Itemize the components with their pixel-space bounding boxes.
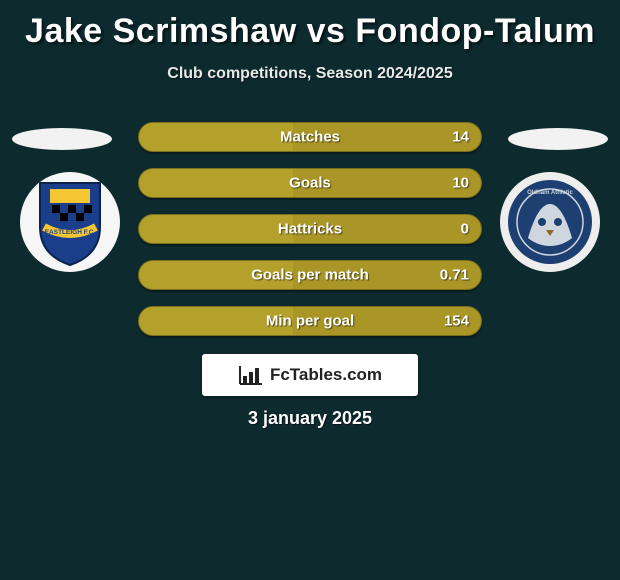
- stats-panel: Matches 14 Goals 10 Hattricks 0 Goals pe…: [138, 122, 482, 352]
- club-left-badge: EASTLEIGH F.C.: [20, 172, 120, 272]
- eastleigh-crest-icon: EASTLEIGH F.C.: [30, 177, 110, 267]
- stat-value: 0: [461, 221, 469, 238]
- oldham-crest-icon: Oldham Athletic: [506, 178, 594, 266]
- stat-fill: [139, 123, 293, 151]
- stat-row-goals-per-match: Goals per match 0.71: [138, 260, 482, 290]
- stat-value: 154: [444, 313, 469, 330]
- stat-label: Goals per match: [251, 267, 369, 284]
- stat-label: Min per goal: [266, 313, 354, 330]
- stat-label: Goals: [289, 175, 331, 192]
- player2-shadow-ellipse: [508, 128, 608, 150]
- stat-row-min-per-goal: Min per goal 154: [138, 306, 482, 336]
- subtitle: Club competitions, Season 2024/2025: [0, 65, 620, 83]
- player1-shadow-ellipse: [12, 128, 112, 150]
- stat-row-goals: Goals 10: [138, 168, 482, 198]
- stat-value: 14: [452, 129, 469, 146]
- stat-fill: [139, 169, 293, 197]
- brand-text: FcTables.com: [270, 365, 382, 385]
- stat-value: 10: [452, 175, 469, 192]
- stat-value: 0.71: [440, 267, 469, 284]
- stat-label: Hattricks: [278, 221, 342, 238]
- bar-chart-icon: [238, 364, 264, 386]
- svg-text:Oldham Athletic: Oldham Athletic: [527, 190, 573, 196]
- vs-text: vs: [307, 12, 346, 50]
- svg-text:EASTLEIGH F.C.: EASTLEIGH F.C.: [45, 229, 96, 236]
- stat-row-matches: Matches 14: [138, 122, 482, 152]
- stat-row-hattricks: Hattricks 0: [138, 214, 482, 244]
- comparison-title: Jake Scrimshaw vs Fondop-Talum: [0, 0, 620, 51]
- date-text: 3 january 2025: [248, 408, 372, 429]
- brand-box: FcTables.com: [202, 354, 418, 396]
- stat-label: Matches: [280, 129, 340, 146]
- player1-name: Jake Scrimshaw: [25, 12, 297, 50]
- stat-fill: [139, 215, 293, 243]
- club-right-badge: Oldham Athletic: [500, 172, 600, 272]
- player2-name: Fondop-Talum: [355, 12, 595, 50]
